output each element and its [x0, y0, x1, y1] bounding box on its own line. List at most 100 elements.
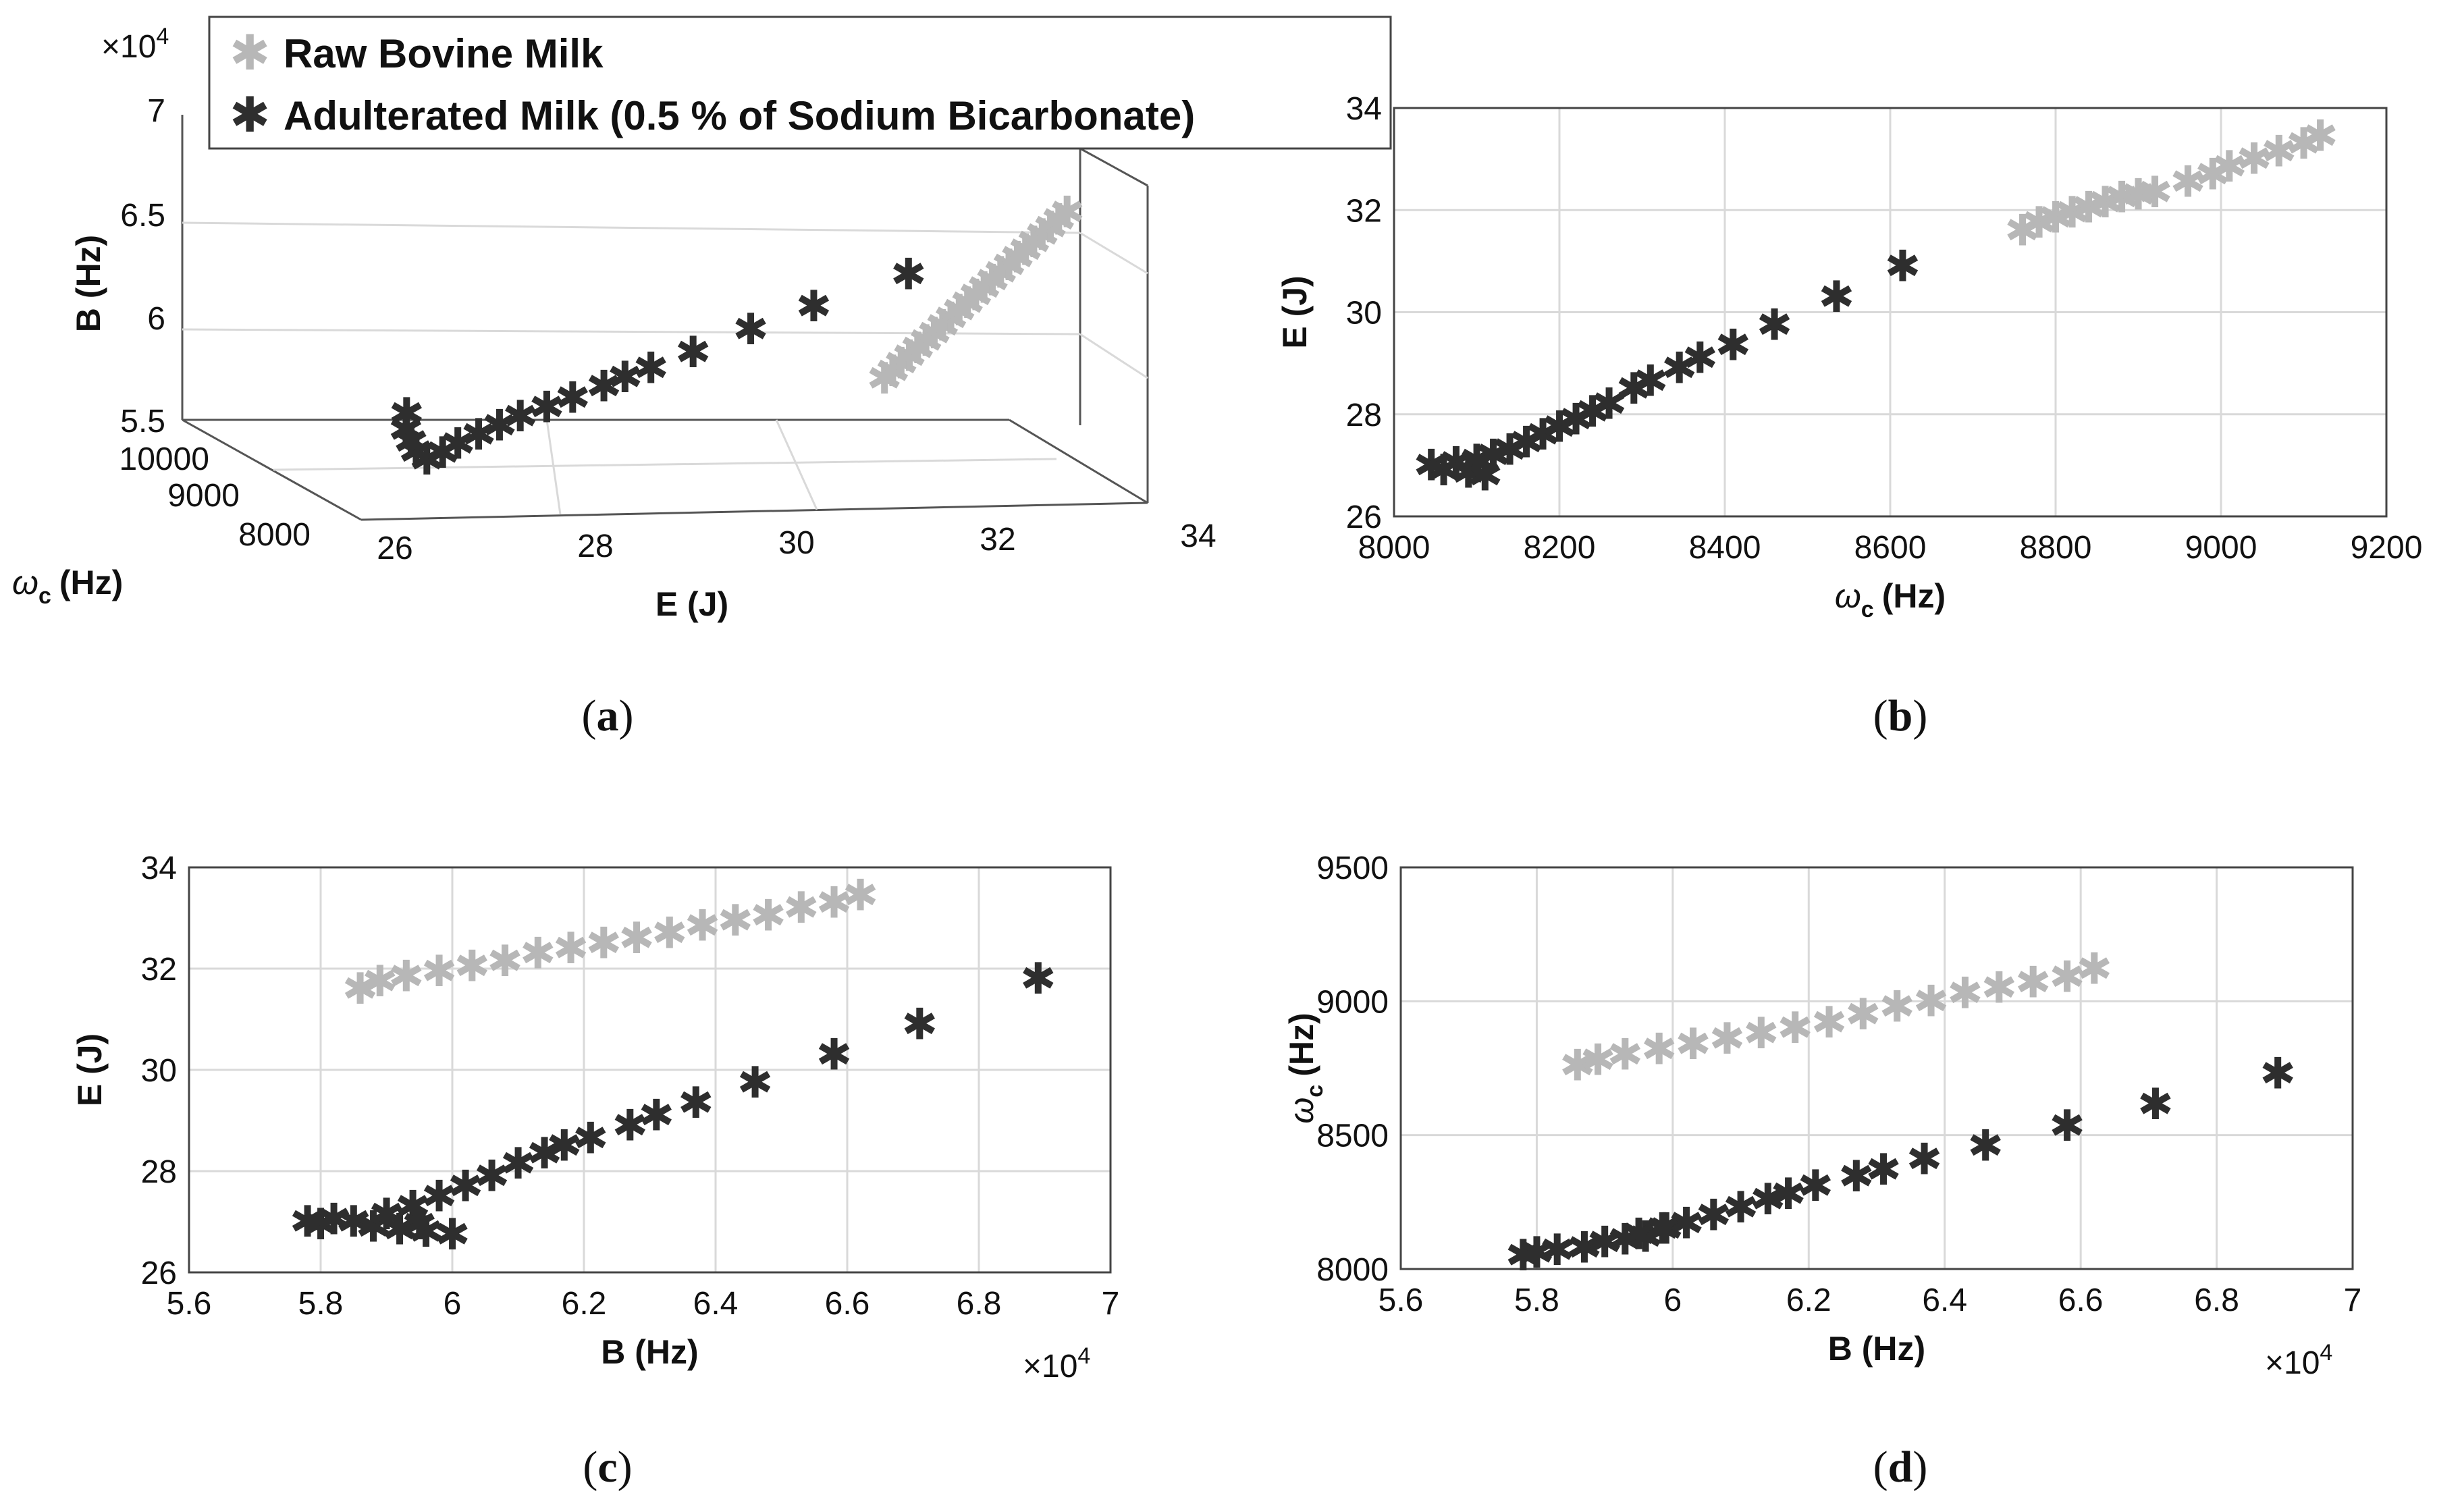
series-adulterated-milk: ✱✱✱✱✱✱✱✱✱✱✱✱✱✱✱✱✱✱✱ ✱✱✱ [1413, 242, 1921, 500]
x-tick-label: 5.6 [1379, 1282, 1424, 1318]
x-exponent-label: ×104 [1023, 1343, 1090, 1384]
series-adulterated-milk: ✱✱✱✱✱✱✱✱✱ ✱✱✱✱✱✱ ✱✱ ✱ ✱ ✱ ✱✱✱ [1505, 1049, 2296, 1280]
adulterated-milk-point: ✱ [1648, 1205, 1684, 1253]
raw-milk-point: ✱ [1879, 982, 1915, 1031]
panel-a-xtick-26: 26 [377, 531, 412, 566]
adulterated-milk-point: ✱ [1438, 439, 1474, 487]
adulterated-milk-point: ✱ [408, 1208, 444, 1256]
adulterated-milk-point: ✱ [546, 1122, 583, 1170]
x-tick-label: 6.2 [562, 1286, 607, 1322]
x-tick-label: 9200 [2351, 530, 2423, 566]
adulterated-milk-point: ✱ [1558, 395, 1595, 443]
adulterated-milk-point: ✱ [1467, 452, 1503, 500]
x-tick-label: 8800 [2020, 530, 2092, 566]
raw-milk-point: ✱ [2137, 168, 2173, 217]
adulterated-milk-point: ✱ [1906, 1135, 1943, 1183]
adulterated-milk-point: ✱ [1621, 1210, 1657, 1258]
adulterated-milk-point: ✱ [1459, 436, 1495, 485]
adulterated-milk-point: ✱ [1574, 387, 1611, 436]
adulterated-milk-point: ✱ [1525, 410, 1561, 459]
x-tick-label: 6.8 [2194, 1282, 2239, 1318]
raw-milk-point: ✱ [717, 896, 753, 945]
raw-milk-point: ✱ [651, 909, 688, 958]
panel-a-xtick-32: 32 [980, 522, 1015, 558]
adulterated-milk-point: ✱ [638, 1091, 674, 1140]
adulterated-milk-point: ✱ [612, 1102, 648, 1150]
legend-label-adulterated: Adulterated Milk (0.5 % of Sodium Bicarb… [284, 93, 1195, 138]
panel-a-grid-line [1079, 333, 1148, 379]
raw-milk-point: ✱ [487, 937, 523, 986]
raw-milk-point: ✱ [342, 965, 379, 1013]
raw-milk-point: ✱ [933, 294, 969, 342]
raw-milk-point: ✱ [916, 309, 953, 358]
panel-a-ztick-6-5: 6.5 [120, 198, 165, 234]
adulterated-milk-point: ✱ [1505, 1231, 1541, 1280]
panel-a-xtick-30: 30 [778, 525, 814, 561]
y-tick-label: 28 [1346, 398, 1382, 433]
adulterated-milk-point: ✱ [1715, 321, 1751, 370]
raw-milk-point: ✱ [900, 324, 936, 373]
raw-milk-point: ✱ [2302, 112, 2338, 161]
raw-milk-point: ✱ [1743, 1009, 1779, 1058]
raw-milk-point: ✱ [949, 279, 986, 327]
panel-a-xtick-28: 28 [577, 529, 613, 564]
y-tick-label: 8500 [1316, 1118, 1389, 1154]
adulterated-milk-point: ✱ [1865, 1145, 1902, 1194]
adulterated-milk-point: ✱ [425, 429, 461, 477]
y-tick-label: 8000 [1316, 1252, 1389, 1288]
adulterated-milk-point: ✱ [1723, 1183, 1759, 1232]
panel-c-scatter: 5.6 5.8 6 6.2 6.4 6.6 6.8 7 26 28 30 32 34 B (Hz) E (J… [71, 850, 1119, 1384]
x-tick-label: 9000 [2185, 530, 2257, 566]
raw-milk-point: ✱ [454, 942, 490, 990]
adulterated-milk-point: ✱ [1682, 334, 1718, 383]
raw-milk-point: ✱ [2261, 127, 2297, 176]
raw-milk-point: ✱ [908, 317, 944, 365]
panel-a-ztick-6: 6 [147, 301, 165, 337]
adulterated-milk-point: ✱ [434, 1210, 471, 1259]
x-tick-label: 7 [1102, 1286, 1120, 1322]
y-tick-label: 9500 [1316, 850, 1389, 886]
adulterated-milk-point: ✱ [675, 328, 712, 377]
panel-a-floor-left-edge [182, 418, 362, 521]
adulterated-milk-point: ✱ [1661, 344, 1698, 393]
raw-milk-point: ✱ [2004, 207, 2041, 255]
panel-a-grid-line [273, 458, 1057, 471]
adulterated-milk-point: ✱ [398, 427, 435, 476]
adulterated-milk-point: ✱ [1519, 1228, 1555, 1277]
adulterated-milk-point: ✱ [1586, 1218, 1623, 1266]
adulterated-milk-point: ✱ [1750, 1175, 1786, 1224]
adulterated-milk-point: ✱ [500, 1139, 537, 1188]
raw-milk-point: ✱ [685, 901, 721, 950]
raw-milk-point: ✱ [783, 884, 820, 932]
panel-a-3d-scatter: 7 6.5 6 5.5 ×104 10000 9000 8000 26 28 3… [12, 24, 1216, 623]
adulterated-milk-point: ✱ [1885, 242, 1921, 290]
x-tick-label: 8400 [1689, 530, 1761, 566]
y-tick-label: 30 [1346, 296, 1382, 331]
raw-milk-point: ✱ [2015, 959, 2052, 1007]
adulterated-milk-point: ✱ [1541, 403, 1578, 452]
raw-milk-point: ✱ [1709, 1015, 1746, 1063]
raw-milk-point: ✱ [941, 286, 978, 335]
y-tick-label: 34 [1346, 91, 1382, 127]
caption-a: (a) [582, 691, 634, 740]
panel-d-scatter: 5.6 5.8 6 6.2 6.4 6.6 6.8 7 8000 8500 9000 9500 B (H… [1283, 850, 2361, 1381]
panel-a-grid-line [182, 328, 1081, 335]
adulterated-milk-point: ✱ [1695, 1191, 1732, 1240]
y-tick-label: 26 [1346, 500, 1382, 535]
x-tick-label: 6 [444, 1286, 462, 1322]
adulterated-milk-point: ✱ [1508, 418, 1545, 466]
raw-milk-point: ✱ [585, 919, 622, 968]
adulterated-milk-point: ✱ [796, 282, 832, 331]
x-tick-label: 5.8 [298, 1286, 344, 1322]
x-tick-label: 6.8 [957, 1286, 1002, 1322]
raw-milk-point: ✱ [2170, 158, 2206, 207]
adulterated-milk-point: ✱ [890, 250, 927, 299]
panel-a-floor-front-edge [360, 502, 1148, 521]
adulterated-milk-point: ✱ [554, 374, 591, 423]
adulterated-milk-point: ✱ [502, 392, 539, 441]
x-tick-label: 6.2 [1786, 1282, 1831, 1318]
y-axis-label: ωc(Hz) [1283, 1013, 1328, 1123]
y-axis-label: E (J) [71, 1033, 109, 1106]
x-tick-label: 5.6 [167, 1286, 212, 1322]
